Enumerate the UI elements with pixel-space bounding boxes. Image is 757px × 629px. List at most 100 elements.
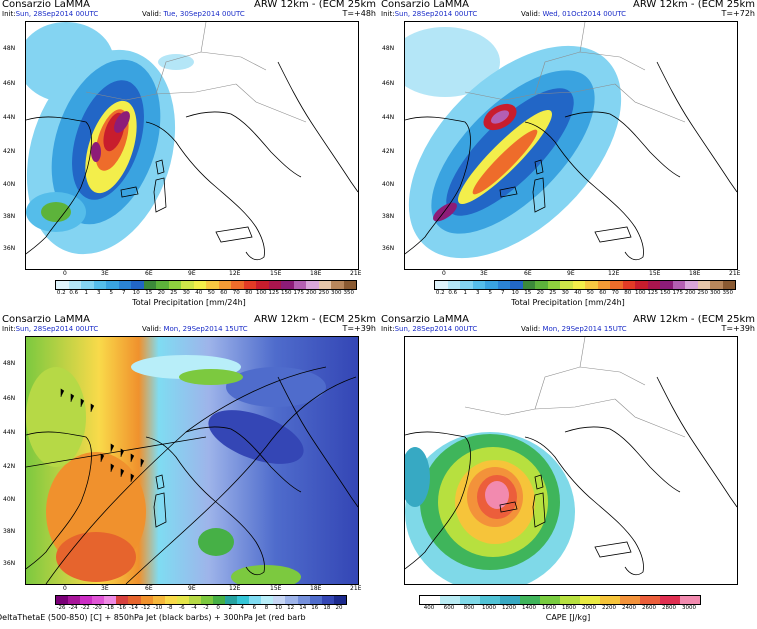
colorbar-tick-label: 1600	[542, 605, 556, 611]
colorbar-swatch	[460, 596, 480, 604]
lon-label: 18E	[310, 585, 322, 592]
colorbar-swatch	[697, 281, 710, 289]
lat-label: 48N	[3, 45, 16, 52]
colorbar-tick-label: 20	[536, 290, 544, 296]
colorbar-swatch	[597, 281, 610, 289]
colorbar-tick-label: 3	[476, 290, 480, 296]
colorbar-swatch	[309, 596, 322, 604]
panel-header: Consarzio LaMMA ARW 12km - (ECM 25km Ini…	[0, 315, 378, 335]
lon-label: 0	[63, 585, 67, 592]
panel-header: Consarzio LaMMA ARW 12km - (ECM 25km Ini…	[379, 315, 757, 335]
colorbar-swatch	[420, 596, 440, 604]
lat-label: 36N	[3, 560, 16, 567]
panel-header: Consarzio LaMMA ARW 12km - (ECM 25km Ini…	[0, 0, 378, 20]
colorbar-tick-label: -18	[104, 605, 114, 611]
lon-label: 12E	[229, 270, 241, 277]
model-title: ARW 12km - (ECM 25km	[254, 0, 376, 10]
colorbar-tick-label: 50	[586, 290, 594, 296]
lon-label: 3E	[101, 270, 109, 277]
colorbar-tick-label: 1800	[562, 605, 576, 611]
lat-label: 40N	[3, 181, 16, 188]
model-title: ARW 12km - (ECM 25km	[633, 0, 755, 10]
colorbar-tick-label: 16	[311, 605, 319, 611]
colorbar-swatch	[181, 281, 194, 289]
lon-label: 9E	[188, 270, 196, 277]
lon-label: 3E	[480, 270, 488, 277]
colorbar-swatch	[168, 281, 181, 289]
colorbar-tick-label: 4	[240, 605, 245, 611]
cape-panel-39h: Consarzio LaMMA ARW 12km - (ECM 25km Ini…	[379, 315, 757, 629]
colorbar-tick-label: 125	[647, 290, 659, 296]
colorbar-swatch	[680, 596, 700, 604]
colorbar-tick-label: 2	[228, 605, 232, 611]
init-time: Init:Sun, 28Sep2014 00UTC	[381, 325, 478, 333]
colorbar-tick-label: 15	[145, 290, 153, 296]
colorbar-swatch	[540, 596, 560, 604]
colorbar-swatch	[176, 596, 189, 604]
lat-label: 46N	[3, 395, 16, 402]
colorbar-swatch	[460, 281, 473, 289]
dte-features	[26, 355, 326, 584]
colorbar-tick-label: 8	[264, 605, 269, 611]
colorbar-ticks: 0.2 0.6 1 3 5 7 10 15 20 25 30 40 50 60 70 80 100 125 150 1…	[55, 290, 355, 298]
colorbar-swatch	[143, 281, 156, 289]
colorbar-ticks: -26 -24 -22 -20 -18 -16 -14 -12 -10 -8 -6 -4 -2 0 2 4 6 8…	[55, 605, 345, 613]
colorbar-swatch	[440, 596, 460, 604]
lon-label: 9E	[188, 585, 196, 592]
colorbar-tick-label: 5	[488, 290, 493, 296]
valid-time: Valid: Tue, 30Sep2014 00UTC	[142, 10, 245, 18]
colorbar-swatch	[231, 281, 244, 289]
colorbar-tick-label: 5	[109, 290, 114, 296]
colorbar-tick-label: 0.6	[69, 290, 79, 296]
colorbar-swatch	[206, 281, 219, 289]
colorbar-swatch	[647, 281, 660, 289]
lon-label: 18E	[310, 270, 322, 277]
colorbar-swatch	[68, 596, 81, 604]
colorbar-tick-label: 30	[561, 290, 569, 296]
precip-field	[26, 22, 194, 255]
colorbar-tick-label: 600	[443, 605, 455, 611]
colorbar-tick-label: 350	[343, 290, 355, 296]
colorbar-swatch	[560, 596, 580, 604]
lon-label: 0	[63, 270, 67, 277]
colorbar-tick-label: -10	[153, 605, 163, 611]
colorbar-swatch	[640, 596, 660, 604]
init-time: Init:Sun, 28Sep2014 00UTC	[2, 10, 99, 18]
colorbar-tick-label: 1200	[502, 605, 516, 611]
colorbar-swatch	[510, 281, 523, 289]
colorbar-tick-label: 20	[157, 290, 165, 296]
lat-label: 40N	[382, 181, 395, 188]
colorbar-swatch	[256, 281, 269, 289]
lat-label: 36N	[3, 245, 16, 252]
lon-label: 6E	[145, 585, 153, 592]
colorbar-tick-label: -26	[56, 605, 66, 611]
colorbar-swatch	[343, 281, 356, 289]
colorbar-tick-label: 100	[635, 290, 646, 296]
colorbar-swatch	[188, 596, 201, 604]
colorbar-tick-label: -2	[203, 605, 209, 611]
colorbar-tick-label: 400	[423, 605, 435, 611]
lat-label: 38N	[3, 213, 16, 220]
colorbar-label: CAPE [J/kg]	[545, 613, 591, 622]
colorbar-tick-label: 7	[122, 290, 126, 296]
colorbar-tick-label: 70	[232, 290, 240, 296]
valid-time: Valid: Mon, 29Sep2014 15UTC	[142, 325, 248, 333]
colorbar-swatch	[243, 281, 256, 289]
lon-label: 15E	[270, 585, 282, 592]
colorbar-tick-label: 30	[182, 290, 190, 296]
colorbar-swatch	[218, 281, 231, 289]
precip-panel-48h: Consarzio LaMMA ARW 12km - (ECM 25km Ini…	[0, 0, 378, 314]
colorbar-tick-label: 7	[501, 290, 505, 296]
lat-label: 44N	[3, 429, 16, 436]
valid-time: Valid: Mon, 29Sep2014 15UTC	[521, 325, 627, 333]
colorbar-tick-label: 2600	[642, 605, 656, 611]
colorbar-swatch	[68, 281, 81, 289]
colorbar-swatch	[225, 596, 238, 604]
forecast-step: T=+39h	[721, 324, 755, 333]
borders	[85, 22, 307, 123]
colorbar-tick-label: 100	[256, 290, 267, 296]
colorbar-tick-label: 18	[323, 605, 331, 611]
colorbar-swatch	[435, 281, 448, 289]
colorbar-swatch	[622, 281, 635, 289]
colorbar-tick-label: 40	[574, 290, 582, 296]
